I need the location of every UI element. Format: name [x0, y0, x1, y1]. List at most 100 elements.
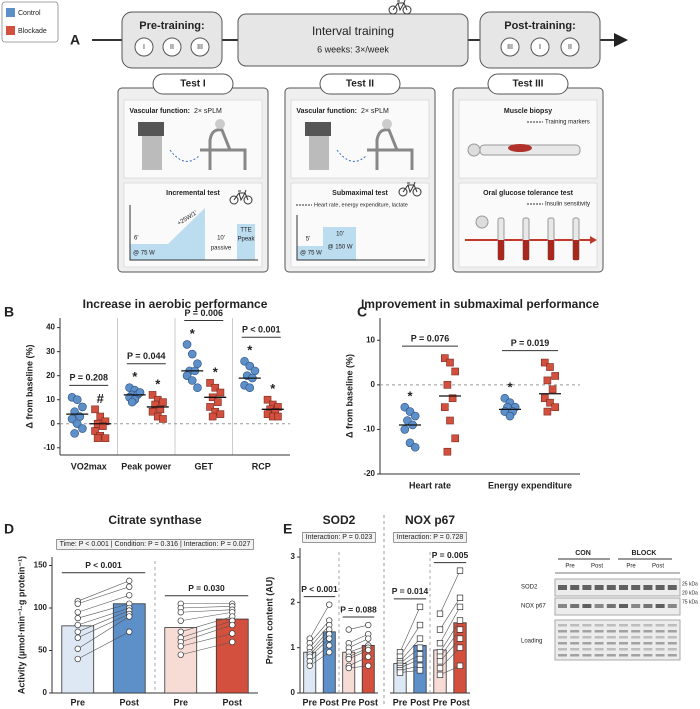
phase-box — [237, 13, 469, 67]
point — [436, 671, 444, 679]
blot-band — [655, 630, 665, 633]
point — [74, 609, 81, 616]
point — [326, 635, 333, 642]
blot-band — [594, 654, 604, 657]
illustration — [130, 208, 205, 260]
illustration — [458, 99, 598, 179]
blot-band — [619, 585, 628, 590]
blot-band — [570, 654, 580, 657]
y-axis-label: Δ from baseline (%) — [344, 354, 354, 438]
point — [440, 354, 449, 362]
illustration — [558, 585, 677, 657]
significance-symbol: # — [97, 391, 105, 406]
illustration — [530, 37, 550, 57]
blot-band — [594, 624, 604, 627]
blot-band — [594, 585, 604, 590]
point — [365, 653, 372, 660]
point — [72, 395, 82, 405]
legend-box — [1, 1, 59, 43]
profile-label: passive — [211, 246, 232, 252]
illustration — [367, 128, 414, 170]
blot-band — [558, 604, 567, 608]
blot-band — [570, 624, 580, 627]
point — [148, 391, 157, 399]
point — [416, 644, 424, 651]
stat-box-frame — [302, 532, 376, 543]
illustration — [336, 149, 368, 162]
test-title: Test II — [346, 79, 374, 90]
blot-band — [619, 654, 628, 657]
y-tick-label: 20 — [46, 371, 55, 380]
point — [99, 422, 107, 430]
point — [193, 359, 202, 368]
blot-band — [558, 624, 567, 627]
pair-line — [399, 665, 421, 671]
y-tick-label: 3 — [291, 552, 296, 561]
blot-band — [619, 624, 628, 627]
point — [74, 645, 81, 652]
illustration — [573, 240, 579, 260]
x-tick-label: Post — [119, 697, 139, 707]
point — [93, 434, 102, 442]
point — [540, 358, 549, 367]
point — [548, 385, 557, 394]
blot-band — [558, 654, 567, 657]
point — [101, 434, 110, 442]
blot-band — [570, 642, 580, 645]
illustration — [475, 215, 489, 229]
point — [436, 610, 444, 617]
point — [396, 669, 404, 676]
blot-lane: Pre — [565, 564, 575, 570]
pair-line — [439, 570, 461, 614]
illustration — [554, 578, 681, 597]
blot-band — [631, 624, 641, 627]
phase-subtitle: 6 weeks: 3×/week — [317, 44, 389, 54]
illustration — [560, 37, 580, 57]
y-tick-label: 0 — [43, 688, 48, 697]
illustration — [237, 224, 255, 260]
test-title: Test III — [513, 79, 544, 90]
panel-label: B — [4, 304, 14, 320]
blot-band — [570, 630, 580, 633]
subtest-title: Incremental test — [166, 190, 220, 197]
point — [306, 662, 313, 669]
point — [214, 398, 222, 406]
illustration — [548, 240, 554, 260]
x-tick-label: GET — [194, 461, 213, 471]
blot-band — [619, 642, 628, 645]
blot-band — [619, 630, 628, 633]
pair-line — [309, 633, 330, 655]
chart-title: SOD2 — [323, 513, 356, 527]
pair-line — [77, 586, 130, 605]
pair-line — [439, 665, 461, 676]
p-label: P = 0.006 — [184, 308, 223, 318]
blot-band — [667, 604, 677, 608]
profile-label: 6' — [134, 236, 138, 242]
pair-line — [309, 638, 330, 657]
blot: CON BLOCK Pre Post Pre Post SOD2 NOX p67… — [521, 550, 698, 661]
point — [416, 655, 424, 663]
illustration — [152, 73, 234, 95]
blot-band — [570, 648, 580, 651]
point — [546, 363, 554, 371]
blot-band — [643, 636, 653, 639]
x-tick-label: Post — [410, 697, 430, 707]
point — [446, 416, 454, 425]
point — [177, 651, 184, 658]
x-tick-label: Post — [450, 697, 470, 707]
blot-band — [631, 642, 641, 645]
pair-line — [309, 604, 330, 639]
blot-band — [655, 648, 665, 651]
illustration — [138, 122, 164, 136]
pair-line — [77, 610, 130, 633]
blot-band — [570, 604, 580, 608]
phase-title: Pre-training: — [139, 20, 204, 32]
y-tick-label: 100 — [34, 603, 48, 612]
pair-line — [399, 658, 421, 669]
illustration — [500, 37, 520, 57]
blot-band — [655, 654, 665, 657]
point — [416, 635, 424, 642]
point — [211, 383, 220, 392]
blot-group: CON — [575, 550, 591, 557]
blot-band — [582, 604, 592, 608]
